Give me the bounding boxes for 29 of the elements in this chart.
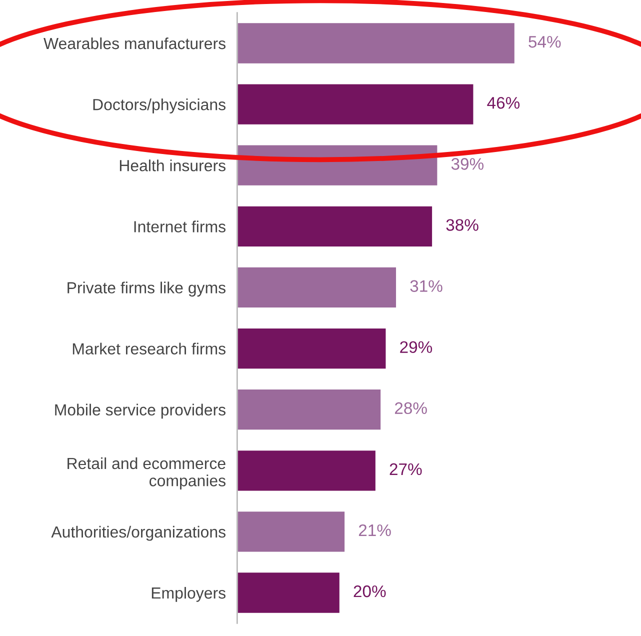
y-tick-label: Authorities/organizations: [51, 526, 226, 541]
data-label: 38%: [446, 219, 478, 231]
bar: [237, 388, 382, 432]
data-label: 28%: [394, 402, 427, 414]
bar: [237, 82, 475, 126]
bar: [237, 571, 341, 614]
y-tick-label: Employers: [152, 586, 226, 602]
bar: [237, 204, 434, 248]
y-tick-label: Internet firms: [134, 220, 226, 232]
bar: [237, 449, 377, 492]
data-label: 21%: [358, 524, 391, 536]
y-tick-label: Retail and ecommerce companies: [68, 457, 226, 490]
bar: [237, 266, 398, 309]
y-tick-label: Wearables manufacturers: [44, 37, 226, 50]
data-label: 54%: [528, 36, 561, 48]
bar: [237, 327, 388, 370]
bar: [237, 510, 346, 554]
y-tick-label: Health insurers: [120, 160, 226, 172]
bar: [237, 22, 516, 65]
data-label: 27%: [390, 463, 422, 476]
data-label: 46%: [487, 96, 520, 109]
y-tick-label: Mobile service providers: [55, 404, 226, 419]
data-label: 31%: [410, 280, 442, 292]
data-label: 39%: [451, 158, 484, 170]
y-tick-label: Private firms like gyms: [68, 282, 226, 297]
y-tick-label: Market research firms: [72, 342, 226, 354]
y-tick-label: Doctors/physicians: [93, 98, 226, 114]
data-label: 29%: [400, 341, 432, 353]
data-label: 20%: [354, 585, 386, 598]
